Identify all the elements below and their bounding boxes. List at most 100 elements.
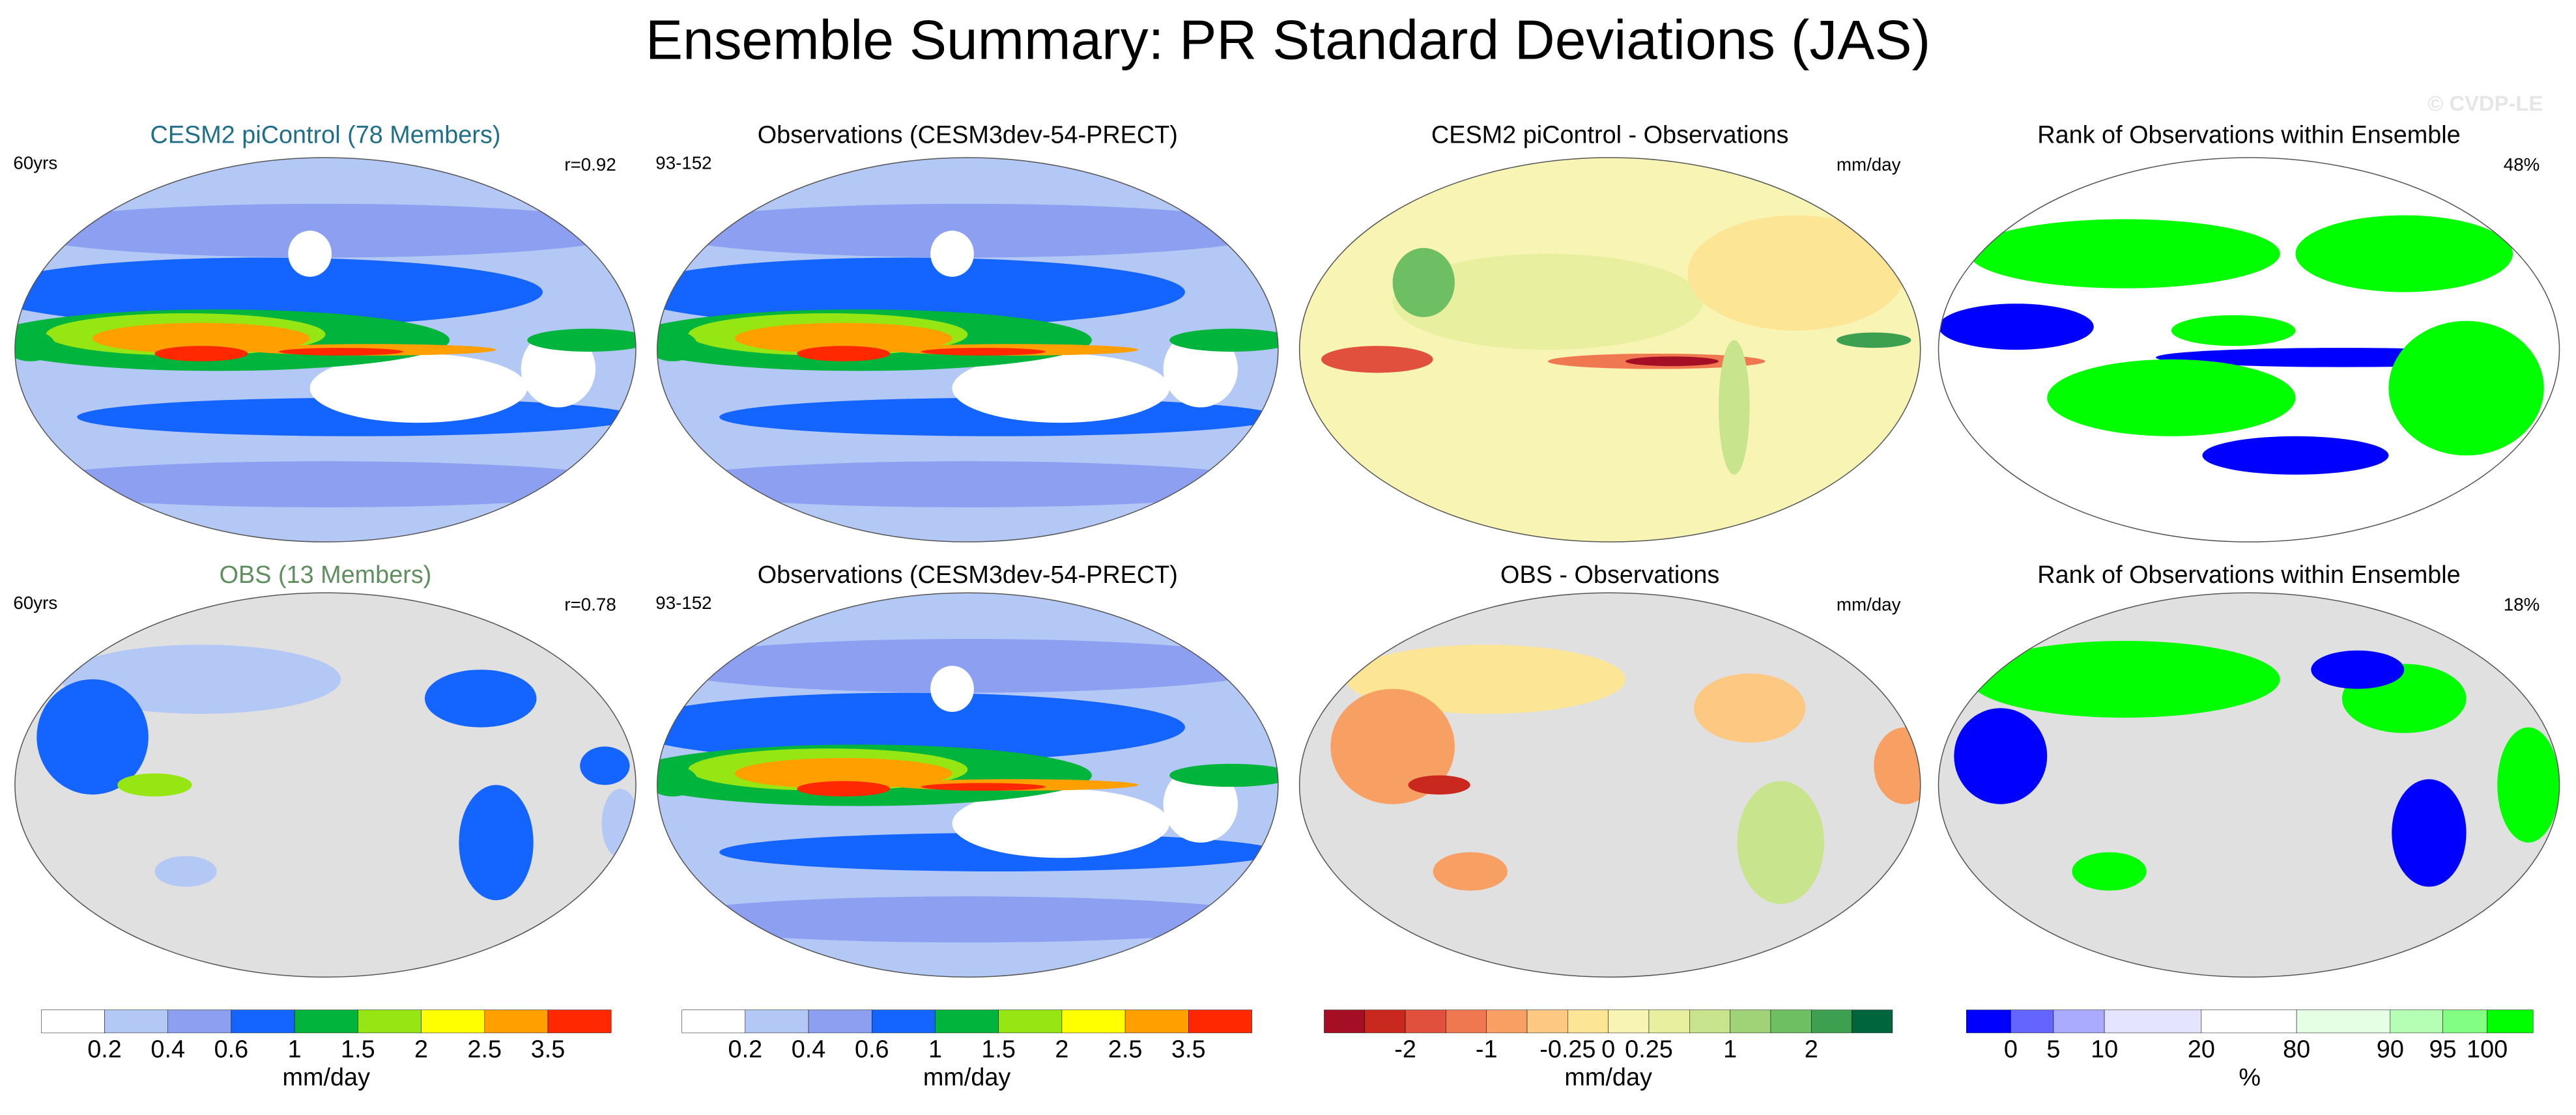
colorbar-box — [1567, 1009, 1609, 1034]
map-region — [14, 330, 55, 361]
colorbar-box — [421, 1009, 485, 1034]
colorbar-box — [2487, 1009, 2534, 1034]
colorbar-box — [1608, 1009, 1650, 1034]
colorbar-label: 1.5 — [341, 1036, 375, 1064]
map-region — [797, 346, 891, 361]
map-region — [1169, 763, 1278, 787]
map-region — [734, 757, 952, 789]
map-region — [154, 856, 217, 887]
map-border — [1298, 592, 1921, 978]
colorbar-label: 2.5 — [1108, 1036, 1143, 1064]
map-region — [2171, 315, 2296, 346]
map-region — [2388, 320, 2544, 456]
map-border — [657, 157, 1279, 543]
colorbar-box — [1770, 1009, 1812, 1034]
colorbar-label: -1 — [1476, 1036, 1498, 1064]
map-region — [930, 231, 974, 277]
map-panel: CESM2 piControl (78 Members) 60yrs r=0.92 — [13, 121, 637, 543]
map-region — [1718, 340, 1750, 475]
map-region — [2047, 359, 2296, 436]
map-region — [1321, 346, 1433, 373]
map-field — [1330, 644, 1921, 905]
colorbar-label: 0.6 — [214, 1036, 249, 1064]
map-border — [14, 157, 637, 543]
map-panel: Observations (CESM3dev-54-PRECT) 93-152 — [655, 561, 1279, 978]
colorbar-label: 2.5 — [467, 1036, 502, 1064]
map-border — [14, 592, 637, 978]
colorbar-box — [1188, 1009, 1252, 1034]
panel-title: OBS - Observations — [1500, 561, 1719, 589]
colorbar-label: 10 — [2091, 1036, 2118, 1064]
colorbar-label: 95 — [2429, 1036, 2456, 1064]
colorbar-label: 100 — [2467, 1036, 2508, 1064]
map-region — [657, 203, 1278, 258]
map-border — [657, 592, 1279, 978]
map-field — [1321, 215, 1911, 475]
colorbar-label: 5 — [2046, 1036, 2060, 1064]
colorbar-label: 0.2 — [87, 1036, 122, 1064]
colorbar-box — [2390, 1009, 2443, 1034]
panel-right-label: r=0.92 — [564, 154, 616, 175]
map-region — [36, 679, 149, 795]
panel-title: Rank of Observations within Ensemble — [2037, 561, 2460, 589]
map-panel: Rank of Observations within Ensemble 18% — [1938, 561, 2560, 978]
colorbar-box — [1526, 1009, 1568, 1034]
map-region — [154, 346, 248, 361]
map-field — [1954, 640, 2560, 891]
colorbar-box — [1486, 1009, 1528, 1034]
colorbar-box — [935, 1009, 999, 1034]
map-region — [921, 783, 1046, 791]
map-region — [279, 348, 403, 356]
map-border — [1938, 157, 2560, 543]
map-border — [1298, 157, 1921, 543]
colorbar: -2 -1 -0.25 0 0.25 1 2 mm/day — [1324, 1009, 1893, 1092]
colorbar-box — [484, 1009, 549, 1034]
colorbar-box — [2104, 1009, 2202, 1034]
map-region — [527, 328, 637, 352]
colorbar-box — [1061, 1009, 1126, 1034]
map-panel: Observations (CESM3dev-54-PRECT) 93-152 — [655, 121, 1279, 543]
map-region — [14, 461, 637, 507]
panel-left-label: 60yrs — [13, 593, 57, 613]
colorbar-box — [1852, 1009, 1893, 1034]
panel-title: Observations (CESM3dev-54-PRECT) — [758, 561, 1178, 589]
map-panel: OBS (13 Members) 60yrs r=0.78 — [13, 561, 637, 978]
map-region — [734, 322, 952, 354]
map-panel: OBS - Observations mm/day — [1298, 561, 1921, 978]
map-region — [1954, 708, 2048, 804]
colorbar-label: 0.2 — [728, 1036, 763, 1064]
colorbar-box — [681, 1009, 746, 1034]
map-region — [657, 639, 1278, 693]
map-region — [309, 353, 528, 423]
panel-right-label: 48% — [2504, 154, 2540, 175]
map-region — [117, 773, 192, 797]
map-region — [1874, 727, 1921, 804]
colorbar-unit: % — [2239, 1064, 2261, 1092]
map-region — [1687, 215, 1905, 331]
map-field — [657, 639, 1278, 943]
colorbar-box — [2201, 1009, 2297, 1034]
colorbar-box — [104, 1009, 168, 1034]
map-region — [921, 348, 1046, 356]
map-region — [1330, 688, 1455, 804]
map-field — [36, 644, 637, 901]
map-field — [1938, 215, 2544, 475]
map-region — [1969, 219, 2280, 289]
map-region — [657, 257, 1185, 327]
colorbar-box — [231, 1009, 295, 1034]
map-region — [288, 231, 332, 277]
colorbar-label: 2 — [1805, 1036, 1818, 1064]
panel-title: CESM2 piControl (78 Members) — [150, 121, 501, 148]
panel-title: Rank of Observations within Ensemble — [2037, 121, 2460, 148]
map-region — [2072, 852, 2147, 891]
colorbar-box — [998, 1009, 1063, 1034]
colorbar-box — [1324, 1009, 1366, 1034]
colorbar-unit: mm/day — [1564, 1064, 1652, 1092]
map-region — [14, 203, 637, 258]
map-region — [1737, 781, 1824, 905]
panel-title: CESM2 piControl - Observations — [1431, 121, 1788, 148]
map-region — [952, 353, 1170, 423]
map-region — [1408, 775, 1470, 795]
colorbar-box — [1810, 1009, 1852, 1034]
map-field — [657, 203, 1278, 507]
